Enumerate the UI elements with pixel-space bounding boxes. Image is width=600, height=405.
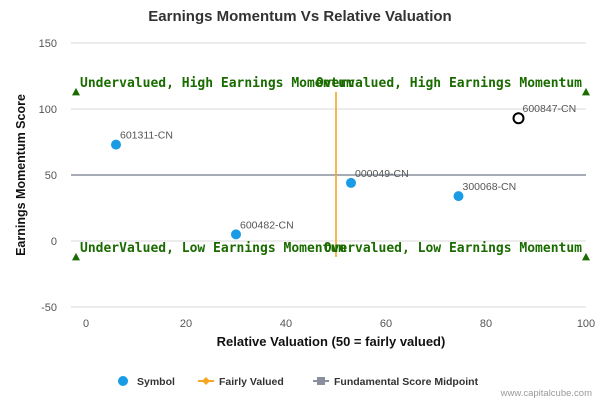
reference-lines [71,91,586,257]
data-point-label: 000049-CN [355,168,409,180]
x-tick-label: 40 [280,318,292,330]
y-tick-label: 0 [51,236,57,248]
quadrant-marker-triangle [582,252,590,261]
legend-label-midpoint: Fundamental Score Midpoint [334,376,479,388]
data-point-601311-CN [111,139,121,150]
quadrant-label: Overvalued, High Earnings Momentum [316,76,582,91]
quadrant-label: Overvalued, Low Earnings Momentum [324,241,582,256]
x-axis-label: Relative Valuation (50 = fairly valued) [217,334,446,349]
data-point-600847-CN [512,112,525,125]
data-point-300068-CN [453,191,464,202]
data-point-600482-CN [231,229,241,240]
y-axis-label: Earnings Momentum Score [14,94,28,256]
x-tick-label: 20 [180,318,192,330]
y-tick-label: 100 [39,104,57,116]
data-point-label: 601311-CN [120,130,173,142]
data-points: 601311-CN 600482-CN 000049-CN 300068-CN 6008… [111,103,577,240]
x-tick-label: 0 [83,318,89,330]
legend: Symbol Fairly Valued Fundamental Score Mid… [118,376,479,388]
y-tick-label: 150 [39,38,57,50]
quadrant-marker-triangle [72,252,80,261]
quadrant-label: UnderValued, Low Earnings Momentum [80,241,346,256]
credit-text: www.capitalcube.com [500,388,592,399]
y-tick-label: 50 [45,170,57,182]
axis-tick-labels: -50 0 50 100 150 0 20 40 60 80 100 [39,38,596,330]
x-tick-label: 80 [480,318,492,330]
data-point-label: 600847-CN [523,103,577,115]
data-point-label: 600482-CN [240,219,294,231]
x-tick-label: 60 [380,318,392,330]
quadrant-marker-triangle [72,87,80,96]
quadrant-label: Undervalued, High Earnings Momentum [80,76,354,91]
chart-title: Earnings Momentum Vs Relative Valuation [148,8,451,25]
x-tick-label: 100 [577,318,595,330]
legend-midpoint-marker [317,377,325,385]
data-point-000049-CN [346,177,356,188]
data-point-label: 300068-CN [463,181,517,193]
legend-label-symbol: Symbol [137,376,175,388]
quadrant-labels: Undervalued, High Earnings MomentumOverv… [72,76,590,261]
legend-label-fairly-valued: Fairly Valued [219,376,284,388]
legend-symbol-marker [118,376,128,386]
legend-fairly-valued-marker [202,377,210,385]
quadrant-marker-triangle [582,87,590,96]
y-tick-label: -50 [41,302,57,314]
